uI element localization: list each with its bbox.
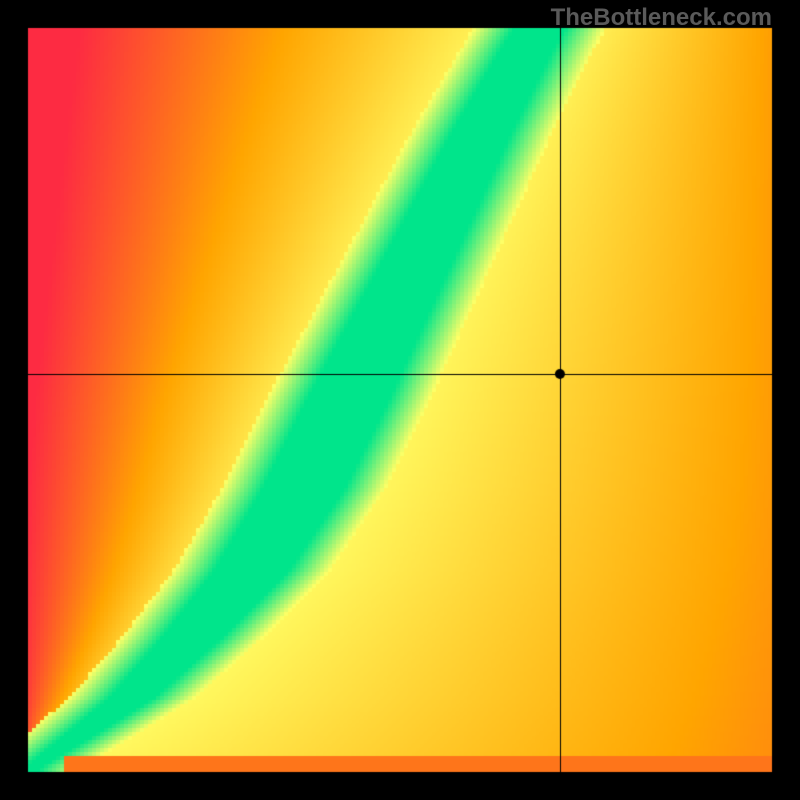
- chart-container: TheBottleneck.com: [0, 0, 800, 800]
- watermark-text: TheBottleneck.com: [551, 4, 772, 32]
- heatmap-canvas: [0, 0, 800, 800]
